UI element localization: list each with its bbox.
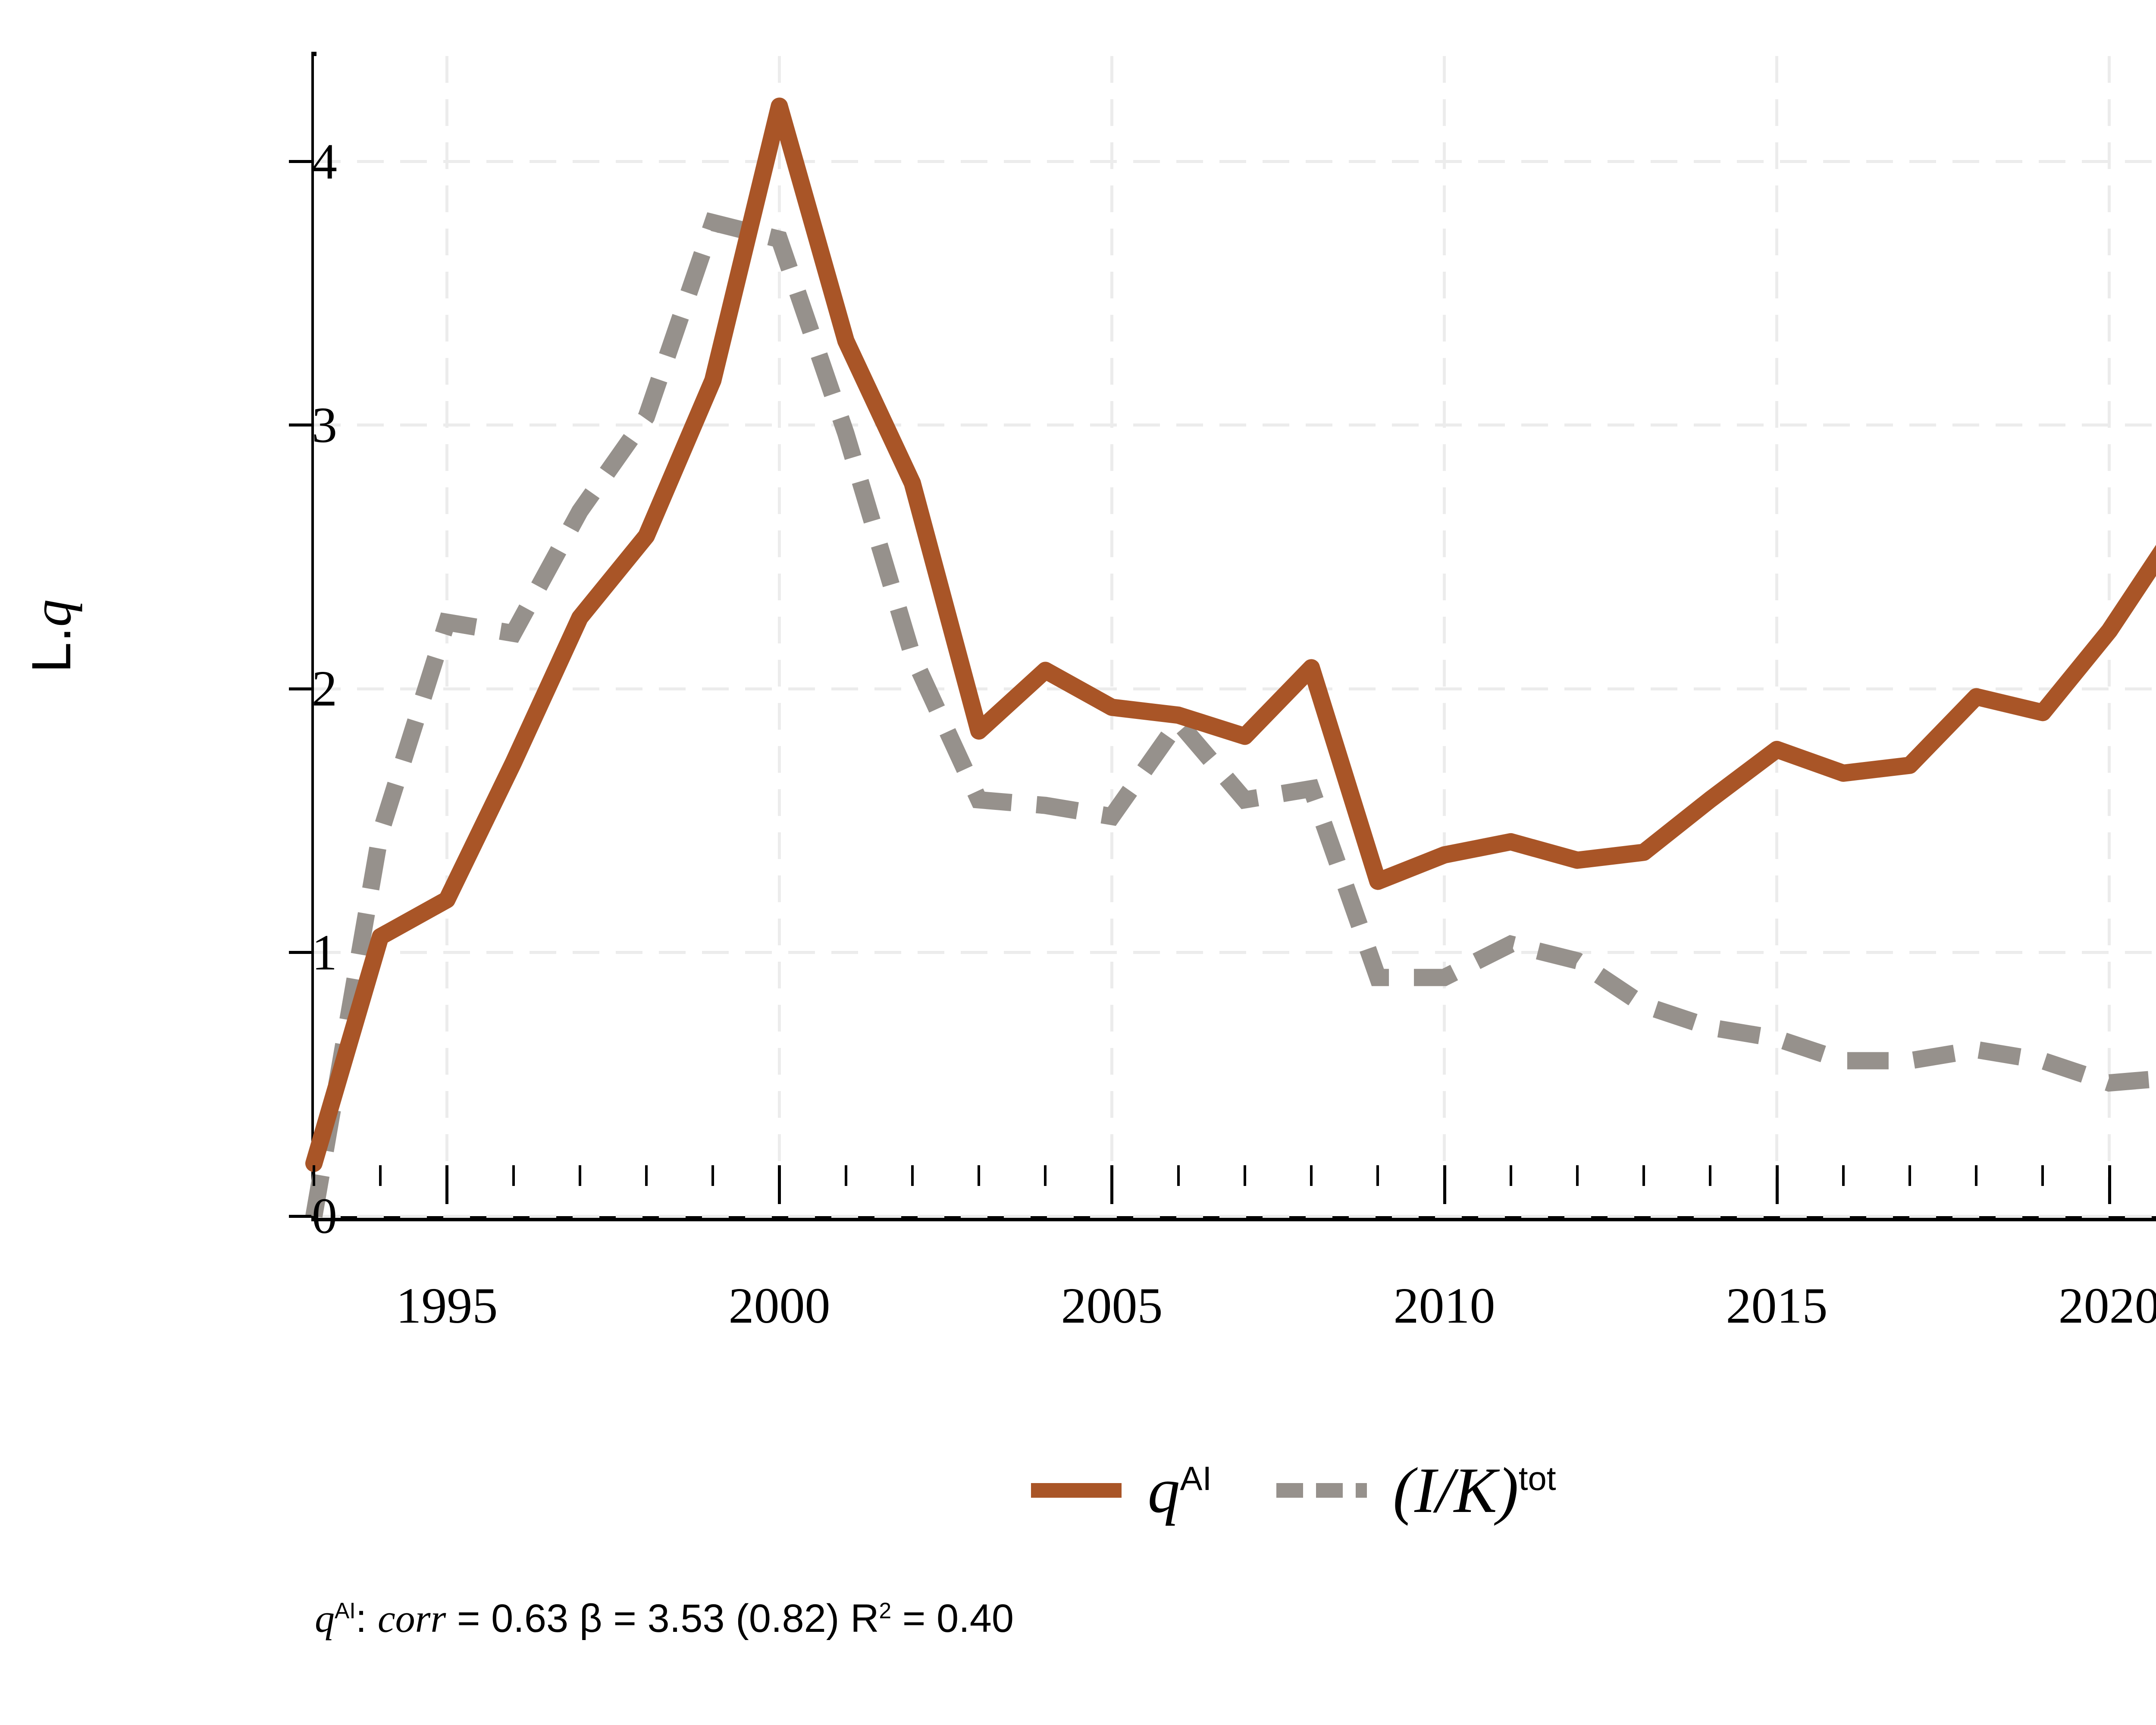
x-axis-tick: [1975, 1165, 1978, 1186]
x-axis-tick: [2108, 1165, 2111, 1204]
y-axis-left-title: L.q: [20, 599, 84, 673]
x-axis-tick: [379, 1165, 382, 1186]
y-axis-left-title-text: L.q: [21, 599, 82, 673]
legend-label-investment-rate: (I/K)tot: [1393, 1453, 1556, 1527]
footnote-r2-label: R: [850, 1596, 879, 1640]
x-axis-tick-label: 1995: [396, 1277, 498, 1334]
x-axis-tick: [1443, 1165, 1446, 1204]
gridline-horizontal: [314, 1214, 2156, 1218]
footnote-r2-value: 0.40: [937, 1596, 1014, 1640]
legend-label-q-ai-sup: AI: [1180, 1459, 1212, 1497]
x-axis-tick: [645, 1165, 648, 1186]
legend: qAI (I/K)tot: [0, 1453, 2156, 1527]
x-axis-tick: [1642, 1165, 1645, 1186]
x-axis-tick: [512, 1165, 515, 1186]
x-axis-tick: [1509, 1165, 1512, 1186]
gridline-horizontal: [314, 687, 2156, 690]
gridline-vertical: [1110, 56, 1113, 1216]
y-axis-left-tick: [289, 160, 311, 163]
y-axis-left-tick-label: 1: [312, 924, 337, 981]
legend-swatch-dashed-line-icon: [1276, 1483, 1367, 1498]
y-axis-left-tick: [289, 423, 311, 427]
legend-item-investment-rate[interactable]: (I/K)tot: [1276, 1453, 1556, 1527]
series-line-investment-rate: [305, 212, 2156, 1218]
gridline-vertical: [1443, 56, 1446, 1216]
x-axis-tick: [1576, 1165, 1579, 1186]
footnote-beta-eq: =: [602, 1596, 648, 1640]
y-axis-left-tick: [289, 687, 311, 690]
x-axis-tick: [578, 1165, 581, 1186]
x-axis-tick: [1243, 1165, 1246, 1186]
plot-area: [314, 56, 2156, 1218]
x-axis-tick: [445, 1165, 449, 1204]
x-axis-tick-label: 2020: [2058, 1277, 2156, 1334]
legend-swatch-solid-line-icon: [1031, 1483, 1122, 1498]
gridline-horizontal: [314, 951, 2156, 954]
x-axis-tick: [1775, 1165, 1779, 1204]
x-axis-tick: [1110, 1165, 1114, 1204]
x-axis-tick: [1044, 1165, 1047, 1186]
x-axis-tick: [711, 1165, 714, 1186]
x-axis-tick: [911, 1165, 914, 1186]
gridline-vertical: [777, 56, 781, 1216]
x-axis-tick: [1376, 1165, 1379, 1186]
footnote-stats: qAI: corr = 0.63 β = 3.53 (0.82) R2 = 0.…: [315, 1596, 1014, 1641]
footnote-corr-label: corr: [377, 1596, 446, 1640]
x-axis-tick: [978, 1165, 981, 1186]
x-axis-tick: [2041, 1165, 2044, 1186]
x-axis-tick-label: 2000: [728, 1277, 830, 1334]
footnote-prefix-base: q: [315, 1596, 335, 1640]
y-axis-left-tick-label: 0: [312, 1188, 337, 1244]
x-axis-tick: [844, 1165, 847, 1186]
x-axis-tick: [313, 1165, 315, 1186]
x-axis-tick: [1177, 1165, 1180, 1186]
y-axis-left-tick: [289, 1214, 311, 1218]
x-axis-tick-label: 2010: [1393, 1277, 1495, 1334]
legend-label-q-ai: qAI: [1147, 1453, 1212, 1527]
y-axis-left-tick: [289, 951, 311, 954]
series-layer: [305, 97, 2156, 1218]
footnote-corr-eq: =: [446, 1596, 492, 1640]
legend-item-q-ai[interactable]: qAI: [1031, 1453, 1212, 1527]
footnote-beta-label: β: [579, 1596, 602, 1640]
y-axis-left-tick-label: 3: [312, 396, 337, 453]
legend-label-ik-sup: tot: [1518, 1459, 1556, 1497]
gridline-vertical: [1775, 56, 1779, 1216]
footnote-prefix-sup: AI: [335, 1598, 356, 1623]
y-axis-left-tick-label: 4: [312, 133, 337, 190]
x-axis-tick: [1709, 1165, 1712, 1186]
gridline-horizontal: [314, 423, 2156, 427]
footnote-corr-value: 0.63: [491, 1596, 569, 1640]
x-axis-tick: [778, 1165, 781, 1204]
footnote-beta-value: 3.53: [647, 1596, 725, 1640]
x-axis-tick: [1908, 1165, 1911, 1186]
legend-label-ik-base: (I/K): [1393, 1455, 1519, 1526]
x-axis-tick-label: 2005: [1061, 1277, 1163, 1334]
footnote-beta-se: (0.82): [736, 1596, 840, 1640]
x-axis-tick: [1310, 1165, 1313, 1186]
y-axis-left-tick-label: 2: [312, 660, 337, 717]
footnote-r2-eq: =: [891, 1596, 937, 1640]
legend-label-q-ai-base: q: [1147, 1455, 1180, 1526]
gridline-horizontal: [314, 160, 2156, 163]
x-axis-tick-label: 2015: [1726, 1277, 1828, 1334]
footnote-r2-sup: 2: [879, 1598, 892, 1623]
series-line-q-ai: [305, 97, 2156, 1172]
gridline-vertical: [445, 56, 448, 1216]
x-axis-tick: [1842, 1165, 1845, 1186]
footnote-colon: :: [355, 1596, 378, 1640]
